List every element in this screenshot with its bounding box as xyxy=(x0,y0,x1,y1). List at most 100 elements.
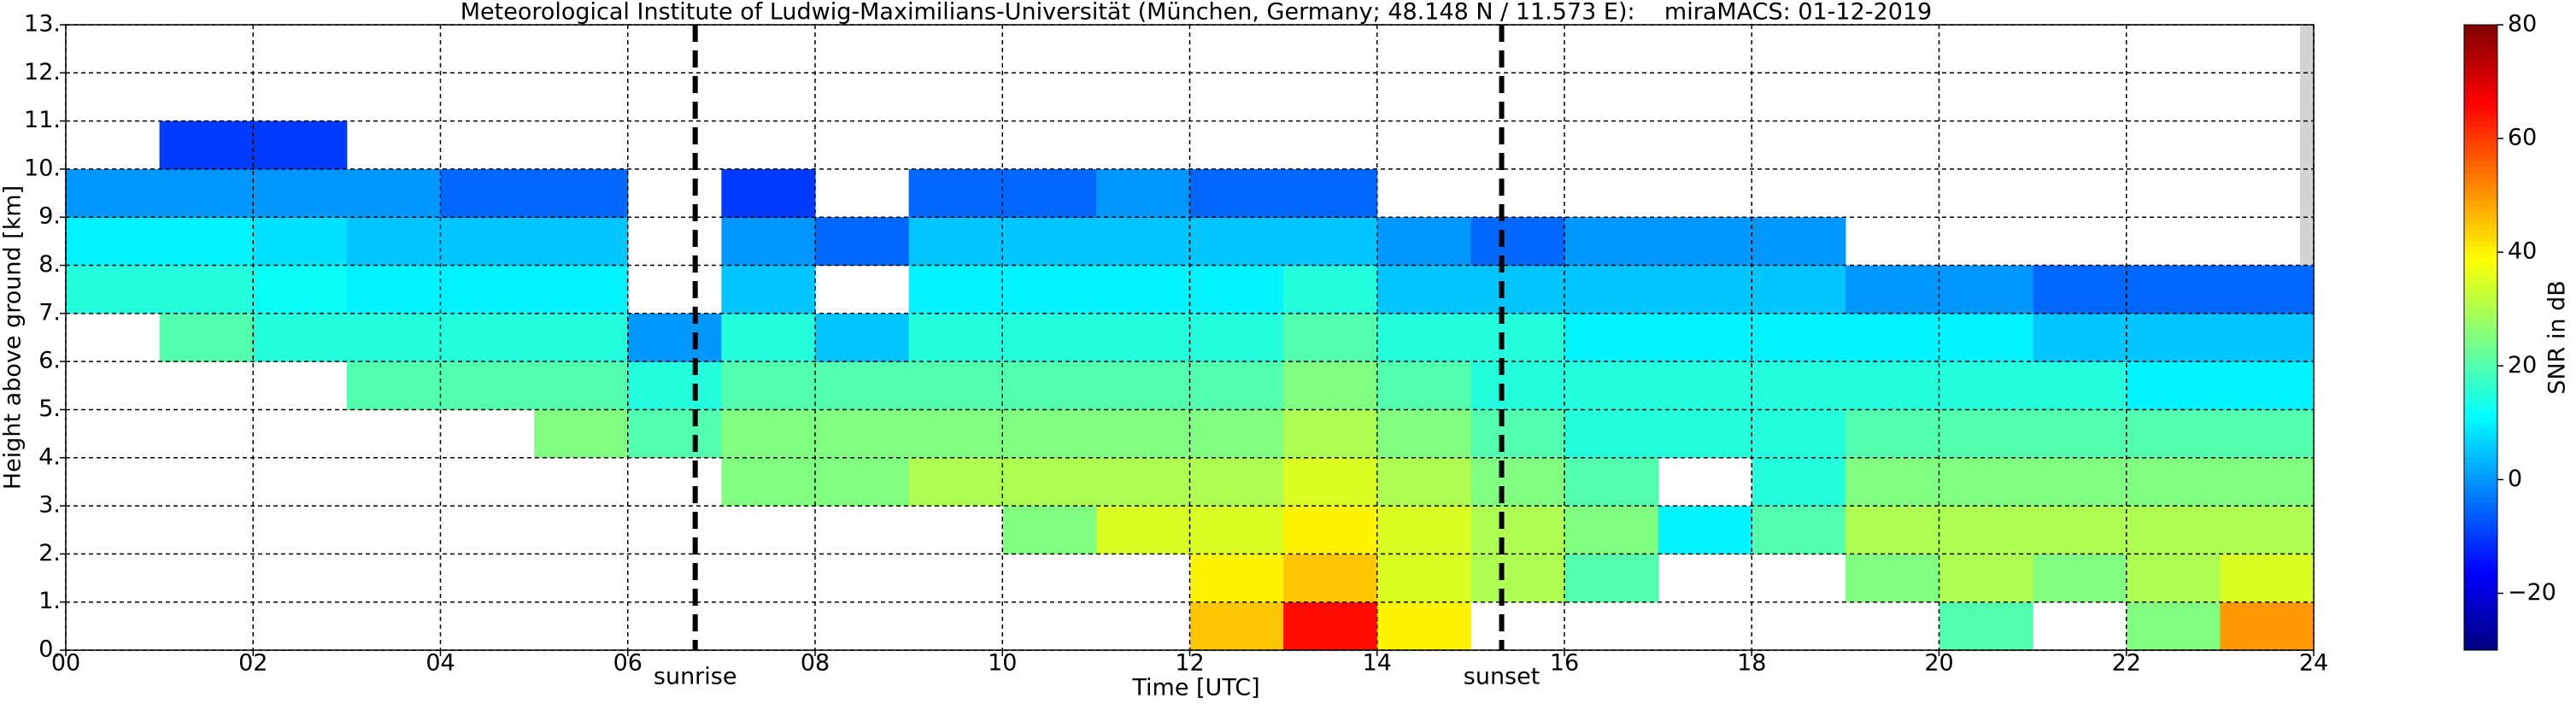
y-tick-label: 6. xyxy=(38,348,61,374)
heatmap-cell xyxy=(1939,361,2033,410)
heatmap-cell xyxy=(2220,601,2315,651)
x-tick-label: 02 xyxy=(238,650,267,677)
heatmap-cell xyxy=(1189,168,1284,218)
heatmap-cell xyxy=(721,265,816,314)
heatmap-cell xyxy=(534,313,629,362)
colorbar-segment xyxy=(2464,439,2497,446)
colorbar-segment xyxy=(2464,490,2497,497)
colorbar-segment xyxy=(2464,246,2497,253)
heatmap-cell xyxy=(1564,554,1659,603)
heatmap-cell xyxy=(815,409,910,459)
heatmap-cell xyxy=(1845,457,1939,507)
colorbar-segment xyxy=(2464,349,2497,355)
colorbar-segment xyxy=(2464,536,2497,543)
heatmap-cell xyxy=(1470,265,1565,314)
heatmap-cell xyxy=(1939,457,2033,507)
heatmap-cell xyxy=(159,168,254,218)
heatmap-cell xyxy=(908,457,1003,507)
colorbar-segment xyxy=(2464,64,2497,71)
colorbar-segment xyxy=(2464,388,2497,396)
colorbar-tick-label: 0 xyxy=(2508,466,2522,492)
y-tick-label: 0. xyxy=(38,637,61,663)
heatmap-cell xyxy=(440,168,535,218)
colorbar-frame xyxy=(2463,24,2498,651)
plot-frame xyxy=(65,24,2315,651)
y-tick-label: 10. xyxy=(24,155,61,181)
colorbar-segment xyxy=(2464,400,2497,407)
heatmap-cell xyxy=(1845,265,1939,314)
y-tick-label: 12. xyxy=(24,59,61,85)
colorbar-segment xyxy=(2464,542,2497,549)
colorbar-segment xyxy=(2464,161,2497,167)
heatmap-cell xyxy=(1189,601,1284,651)
heatmap-cell xyxy=(2220,313,2315,362)
heatmap-cell xyxy=(2126,409,2221,459)
heatmap-cell xyxy=(1095,265,1190,314)
heatmap-cell xyxy=(2033,409,2127,459)
heatmap-cell xyxy=(159,217,254,267)
heatmap-cell xyxy=(1376,506,1471,554)
heatmap-cell xyxy=(1095,168,1190,218)
heatmap-cell xyxy=(2126,457,2221,507)
heatmap-cell xyxy=(1002,409,1097,459)
colorbar-segment xyxy=(2464,178,2497,185)
heatmap-cell xyxy=(159,120,254,170)
y-tick-label: 7. xyxy=(38,299,61,326)
heatmap-cell xyxy=(1564,361,1659,410)
heatmap-cell xyxy=(1283,457,1378,507)
heatmap-cell xyxy=(159,313,254,362)
heatmap-cell xyxy=(1845,506,1939,554)
heatmap-cell xyxy=(627,313,722,362)
heatmap-cell xyxy=(1189,554,1284,603)
heatmap-cell xyxy=(534,217,629,267)
heatmap-cell xyxy=(627,361,722,410)
colorbar-segment xyxy=(2464,582,2497,589)
heatmap-cell xyxy=(2220,457,2315,507)
heatmap-cell xyxy=(1564,409,1659,459)
colorbar-segment xyxy=(2464,434,2497,441)
heatmap-cell xyxy=(1283,265,1378,314)
colorbar-segment xyxy=(2464,513,2497,520)
heatmap-cell xyxy=(1470,457,1565,507)
heatmap-cell xyxy=(1845,554,1939,603)
colorbar-segment xyxy=(2464,206,2497,214)
heatmap-cell xyxy=(2126,601,2221,651)
heatmap-cell xyxy=(1002,361,1097,410)
colorbar-segment xyxy=(2464,150,2497,156)
heatmap-cell xyxy=(2126,361,2221,410)
colorbar-segment xyxy=(2464,218,2497,225)
heatmap-cell xyxy=(1939,506,2033,554)
heatmap-cell xyxy=(1283,168,1378,218)
heatmap-cell xyxy=(1376,361,1471,410)
colorbar-segment xyxy=(2464,485,2497,492)
heatmap-cell xyxy=(253,168,348,218)
colorbar-segment xyxy=(2464,456,2497,463)
heatmap-cell xyxy=(1376,554,1471,603)
heatmap-cell xyxy=(1752,361,1846,410)
heatmap-cell xyxy=(346,217,441,267)
heatmap-cell xyxy=(66,217,161,267)
heatmap-cell xyxy=(908,265,1003,314)
heatmap-cell xyxy=(1189,361,1284,410)
heatmap-cell xyxy=(1658,506,1752,554)
heatmap-cell xyxy=(1189,506,1284,554)
colorbar-segment xyxy=(2464,212,2497,219)
heatmap-cell xyxy=(721,409,816,459)
heatmap-cell xyxy=(1752,409,1846,459)
heatmap-cell xyxy=(1002,506,1097,554)
heatmap-cell xyxy=(1376,457,1471,507)
colorbar-segment xyxy=(2464,331,2497,338)
colorbar-tick-label: 60 xyxy=(2508,125,2537,151)
colorbar-segment xyxy=(2464,473,2497,480)
colorbar-segment xyxy=(2464,308,2497,315)
colorbar-segment xyxy=(2464,36,2497,43)
heatmap-cell xyxy=(1189,217,1284,267)
y-tick-label: 4. xyxy=(38,443,61,470)
heatmap-cell xyxy=(908,168,1003,218)
x-tick-label: 04 xyxy=(425,650,455,677)
y-axis-label: Height above ground [km] xyxy=(0,185,26,490)
colorbar-segment xyxy=(2464,286,2497,293)
colorbar-tick-label: −20 xyxy=(2508,579,2556,606)
heatmap-cell xyxy=(534,168,629,218)
